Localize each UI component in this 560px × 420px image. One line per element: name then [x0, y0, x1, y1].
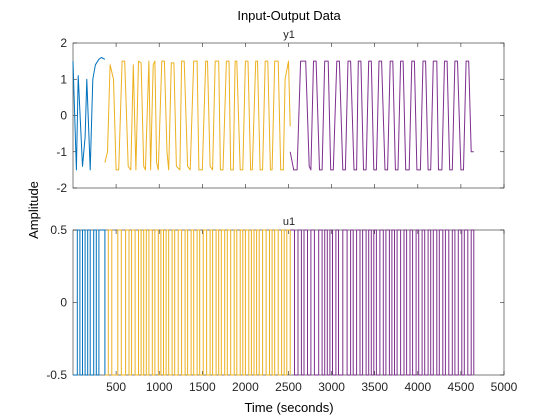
- figure-title: Input-Output Data: [237, 8, 341, 23]
- y1-yticks: 2 1 0 -1 -2: [56, 36, 504, 195]
- y1-xticks: [115, 43, 505, 188]
- y1-panel: y1 2 1 0 -1 -2: [56, 29, 505, 195]
- u1-xtick-label: 500: [106, 380, 126, 394]
- y1-series-line: [289, 60, 474, 171]
- u1-ytick-label: 0.5: [50, 223, 67, 237]
- u1-series: [73, 229, 475, 376]
- u1-xtick-label: 2500: [275, 380, 302, 394]
- y1-ytick-label: -1: [56, 145, 67, 159]
- u1-series-line: [73, 229, 106, 376]
- u1-panel: u1 0.5 0 -0.5 500 1000 1500 2000 2500 3000 3500 4…: [46, 216, 517, 394]
- y1-ytick-label: 1: [60, 72, 67, 86]
- y1-panel-title: y1: [283, 29, 295, 41]
- y1-ytick-label: -2: [56, 181, 67, 195]
- u1-series-line: [290, 229, 475, 376]
- y1-series-line: [104, 60, 291, 171]
- y1-series-line: [72, 57, 106, 171]
- u1-xtick-label: 2000: [232, 380, 259, 394]
- x-axis-label: Time (seconds): [244, 400, 333, 415]
- u1-ytick-label: -0.5: [46, 368, 67, 382]
- u1-xtick-label: 3000: [318, 380, 345, 394]
- u1-xtick-label: 1000: [146, 380, 173, 394]
- u1-ytick-label: 0: [60, 296, 67, 310]
- u1-xtick-label: 5000: [491, 380, 518, 394]
- u1-xtick-label: 1500: [189, 380, 216, 394]
- u1-xtick-label: 4000: [404, 380, 431, 394]
- y1-series: [72, 57, 474, 171]
- y1-ytick-label: 2: [60, 36, 67, 50]
- u1-panel-title: u1: [283, 216, 295, 228]
- u1-xticks: 500 1000 1500 2000 2500 3000 3500 4000 4500 5000: [106, 230, 518, 394]
- y-axis-label: Amplitude: [26, 181, 41, 239]
- y1-ytick-label: 0: [60, 109, 67, 123]
- u1-xtick-label: 4500: [448, 380, 475, 394]
- u1-xtick-label: 3500: [361, 380, 388, 394]
- u1-series-line: [104, 229, 291, 376]
